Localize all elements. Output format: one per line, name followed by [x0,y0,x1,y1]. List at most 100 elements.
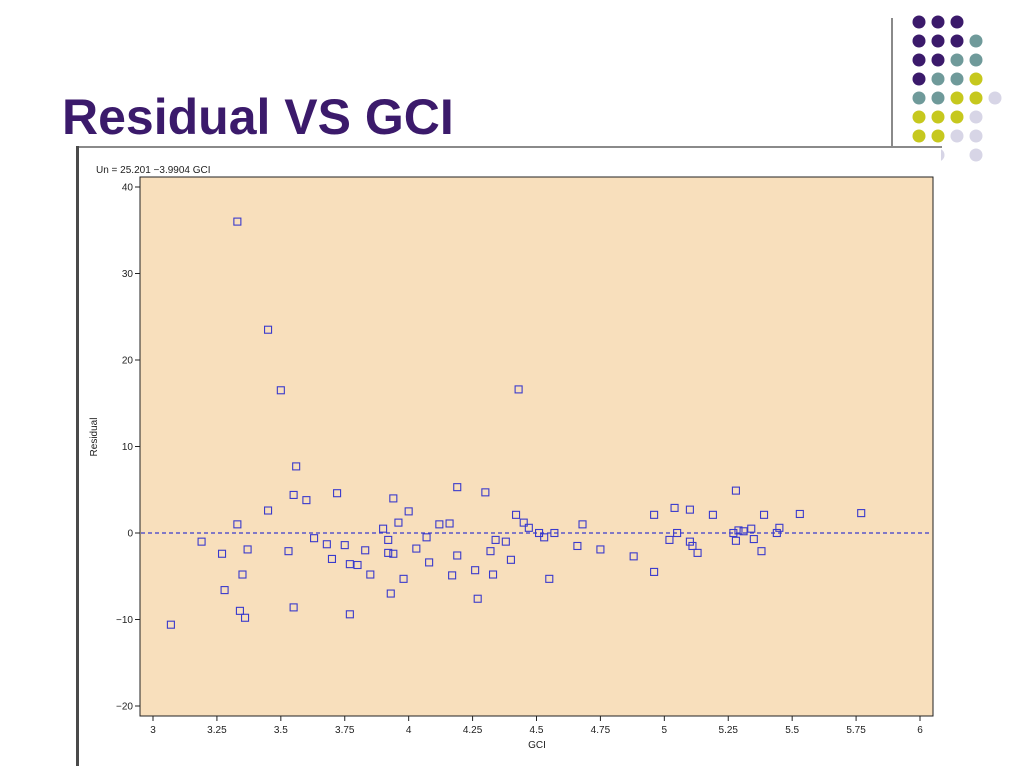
data-point [514,385,523,394]
data-point [264,325,273,334]
decor-dot [969,148,983,162]
data-point [506,555,515,564]
x-tick-label: 3.5 [274,725,288,736]
decor-dot [950,72,964,86]
data-point [389,549,398,558]
data-point [289,603,298,612]
plot-area [139,176,934,717]
data-point [425,558,434,567]
data-point [233,520,242,529]
data-point [511,510,521,519]
x-tick-label: 5.5 [785,725,799,736]
data-point [264,506,273,515]
data-point [545,574,554,583]
data-point [340,541,349,550]
data-point [739,527,748,536]
data-point [650,510,659,519]
data-point [519,518,528,527]
y-tick-label: 0 [127,529,133,540]
decor-dot [912,15,926,29]
data-points [141,217,932,629]
decor-dot [912,129,926,143]
data-point [220,586,229,595]
data-point [292,462,301,471]
data-point [775,523,784,532]
regression-equation: Un = 25.201 −3.9904 GCI [96,165,211,176]
axes: 40 30 20 10 0 −10 −20 3 3.25 3.5 3.75 4 4.25 4.5 4.75 5… [116,183,923,737]
decor-dot [950,129,964,143]
decor-dot [969,91,983,105]
data-point [448,571,457,580]
data-point [734,526,743,535]
decor-dot [931,15,945,29]
data-point [366,570,375,579]
decor-dot [969,34,983,48]
divider-vertical [891,18,893,146]
data-point [384,548,393,557]
x-axis-label: GCI [528,740,546,751]
decor-dot [931,34,945,48]
data-point [693,548,702,557]
data-point [708,510,717,519]
x-tick-label: 5.25 [719,725,739,736]
y-tick-label: 10 [122,442,134,453]
decor-dot [931,72,945,86]
data-point [399,574,408,583]
data-point [747,524,756,533]
y-tick-label: 40 [122,183,134,194]
decor-dot [912,53,926,67]
decor-dot [969,110,983,124]
data-point [481,488,490,497]
decor-dot [912,91,926,105]
x-tick-label: 5.75 [846,725,866,736]
decor-dot [950,53,964,67]
x-tick-label: 3 [150,725,156,736]
data-point [795,509,804,519]
data-point [670,503,679,512]
data-point [540,533,549,542]
decor-dot [912,34,926,48]
x-tick-label: 3.25 [207,725,227,736]
data-point [471,566,480,575]
decor-dot [988,91,1002,105]
decor-dot [931,129,945,143]
data-point [243,545,252,554]
data-point [240,613,250,622]
slide-title: Residual VS GCI [62,89,454,145]
y-tick-label: −10 [116,615,133,626]
data-point [412,544,421,553]
decor-dot [950,34,964,48]
data-point [486,547,495,556]
data-point [524,523,533,532]
x-tick-label: 4.5 [530,725,544,736]
decor-dot [969,72,983,86]
data-point [284,547,293,556]
data-point [276,386,285,395]
x-tick-label: 6 [917,725,923,736]
data-point [629,552,638,561]
data-point [453,551,462,560]
data-point [302,496,311,505]
data-point [238,570,247,579]
data-point [345,560,354,569]
decor-dot [950,15,964,29]
chart-panel: Un = 25.201 −3.9904 GCI Residual GCI 40 3… [79,148,941,768]
decor-dot [912,72,926,86]
data-point [384,535,393,544]
data-point [757,547,766,556]
data-point [673,528,682,538]
data-point [386,589,395,598]
x-tick-label: 4 [406,725,412,736]
y-tick-label: 20 [122,356,134,367]
data-point [322,540,331,549]
data-point [491,535,500,544]
data-point [749,535,758,544]
data-point [379,524,388,533]
data-point [389,494,398,503]
data-point [573,541,582,551]
data-point [310,534,319,543]
data-point [289,490,298,499]
data-point [435,520,444,529]
decor-dot [969,53,983,67]
x-tick-label: 4.75 [591,725,611,736]
